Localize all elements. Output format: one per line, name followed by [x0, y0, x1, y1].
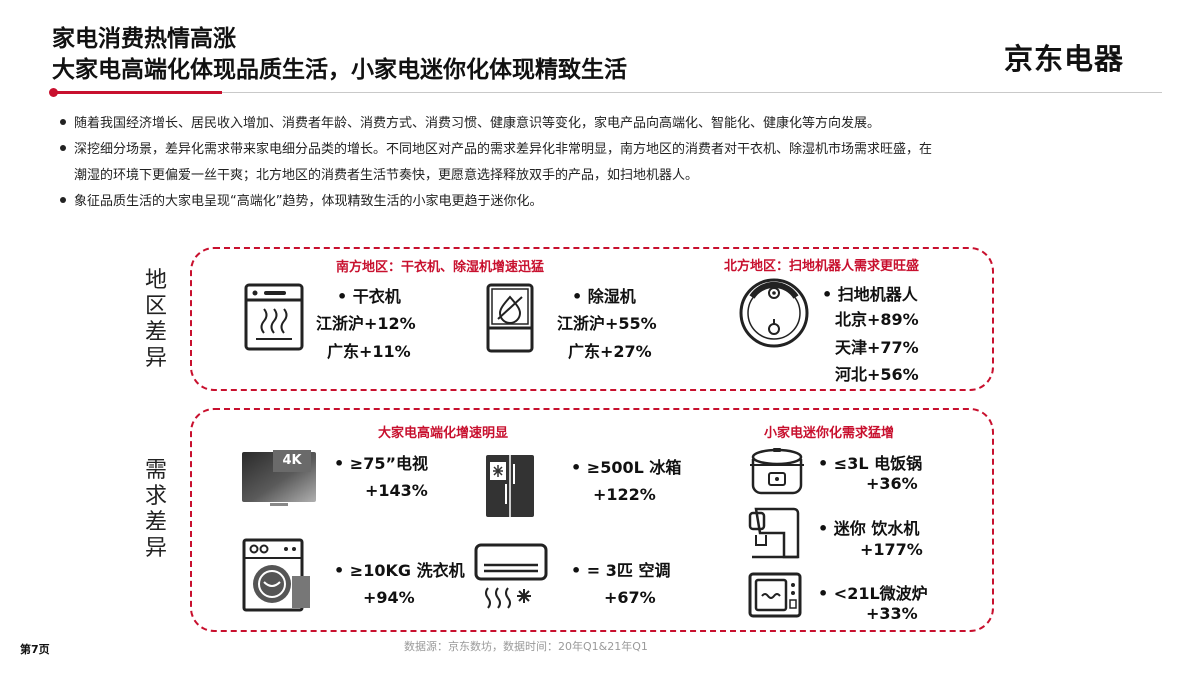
ac-value: +67% — [604, 588, 656, 607]
rice-cooker-value: +36% — [866, 474, 918, 493]
tv-4k-badge: 4K — [273, 450, 311, 472]
robot-vacuum-label: • 扫地机器人 — [822, 285, 918, 304]
bullet-dot — [60, 119, 66, 125]
header-divider-accent — [52, 91, 222, 94]
rice-cooker-label: • ≤3L 电饭锅 — [818, 454, 923, 473]
dryer-icon — [244, 283, 304, 351]
dryer-value-jzh: 江浙沪+12% — [316, 314, 416, 333]
air-conditioner-icon — [474, 543, 548, 609]
rice-cooker-icon — [748, 447, 806, 499]
dehumidifier-label: • 除湿机 — [572, 287, 636, 306]
dehumidifier-value-jzh: 江浙沪+55% — [557, 314, 657, 333]
bullet-dot — [60, 145, 66, 151]
region-difference-box — [190, 247, 994, 391]
demand-difference-box — [190, 408, 994, 632]
robot-value-beijing: 北京+89% — [835, 310, 919, 329]
data-source-note: 数据源：京东数坊，数据时间：20年Q1&21年Q1 — [404, 640, 648, 653]
demand-side-label: 需求差异 — [144, 458, 167, 561]
header-divider-dot — [49, 88, 58, 97]
washer-label: • ≥10KG 洗衣机 — [334, 561, 465, 580]
tv-icon: 4K — [240, 450, 318, 510]
fridge-label: • ≥500L 冰箱 — [571, 458, 682, 477]
dryer-label: • 干衣机 — [337, 287, 401, 306]
microwave-value: +33% — [866, 604, 918, 623]
large-appliance-header: 大家电高端化增速明显 — [378, 426, 509, 441]
ac-label: • = 3匹 空调 — [571, 561, 671, 580]
microwave-label: • <21L微波炉 — [818, 584, 928, 603]
header-divider — [52, 92, 1162, 93]
north-region-header: 北方地区：扫地机器人需求更旺盛 — [724, 259, 920, 274]
title-line-1: 家电消费热情高涨 — [52, 26, 236, 52]
bullet-3: 象征品质生活的大家电呈现“高端化”趋势，体现精致生活的小家电更趋于迷你化。 — [60, 193, 542, 210]
water-dispenser-label: • 迷你 饮水机 — [818, 519, 920, 538]
dehumidifier-icon — [486, 283, 534, 353]
bullet-2: 深挖细分场景，差异化需求带来家电细分品类的增长。不同地区对产品的需求差异化非常明… — [60, 141, 932, 158]
robot-vacuum-icon — [738, 277, 810, 349]
water-dispenser-icon — [746, 507, 802, 561]
small-appliance-header: 小家电迷你化需求猛增 — [764, 426, 895, 441]
region-side-label: 地区差异 — [144, 268, 167, 371]
tv-value: +143% — [365, 481, 428, 500]
robot-value-tianjin: 天津+77% — [835, 338, 919, 357]
bullet-1: 随着我国经济增长、居民收入增加、消费者年龄、消费方式、消费习惯、健康意识等变化，… — [60, 115, 880, 132]
fridge-value: +122% — [593, 485, 656, 504]
tv-label: • ≥75”电视 — [334, 454, 428, 473]
fridge-icon — [485, 454, 535, 518]
title-line-2: 大家电高端化体现品质生活，小家电迷你化体现精致生活 — [52, 57, 627, 83]
bullet-2-continued: 潮湿的环境下更偏爱一丝干爽；北方地区的消费者生活节奏快，更愿意选择释放双手的产品… — [74, 168, 699, 183]
brand-logo: 京东电器 — [1004, 42, 1125, 76]
microwave-icon — [748, 572, 802, 620]
dehumidifier-value-gd: 广东+27% — [568, 342, 652, 361]
bullet-dot — [60, 197, 66, 203]
page-number: 第7页 — [20, 643, 50, 656]
dryer-value-gd: 广东+11% — [327, 342, 411, 361]
washer-icon — [242, 538, 316, 614]
robot-value-hebei: 河北+56% — [835, 365, 919, 384]
south-region-header: 南方地区：干衣机、除湿机增速迅猛 — [336, 260, 545, 275]
washer-value: +94% — [363, 588, 415, 607]
water-dispenser-value: +177% — [860, 540, 923, 559]
